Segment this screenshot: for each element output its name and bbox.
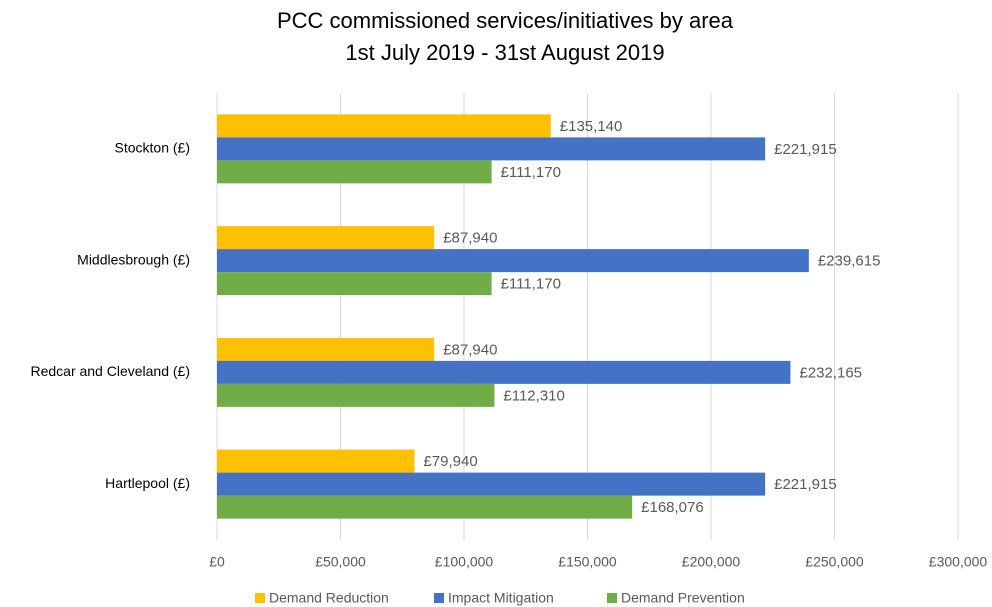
bar	[217, 226, 435, 250]
x-tick-label: £0	[209, 554, 225, 570]
chart-title: PCC commissioned services/initiatives by…	[277, 8, 734, 33]
x-tick-label: £150,000	[558, 554, 617, 570]
bar	[217, 383, 495, 407]
bar	[217, 114, 551, 138]
value-label: £112,310	[503, 387, 564, 404]
value-label: £232,165	[799, 364, 862, 381]
bar	[217, 449, 415, 473]
x-tick-label: £100,000	[435, 554, 494, 570]
y-tick-label: Stockton (£)	[115, 140, 190, 156]
bar	[217, 249, 809, 273]
bar	[217, 337, 435, 361]
x-tick-label: £200,000	[682, 554, 741, 570]
value-label: £111,170	[501, 276, 561, 293]
x-tick-label: £300,000	[929, 554, 988, 570]
legend-swatch	[607, 593, 617, 603]
value-label: £221,915	[774, 141, 837, 158]
bar	[217, 495, 633, 519]
value-label: £111,170	[501, 164, 561, 181]
bar	[217, 160, 492, 184]
x-tick-label: £50,000	[315, 554, 366, 570]
x-tick-label: £250,000	[805, 554, 864, 570]
value-label: £168,076	[641, 499, 704, 516]
bar	[217, 272, 492, 296]
value-label: £79,940	[423, 453, 477, 470]
value-label: £239,615	[818, 253, 881, 270]
legend-swatch	[434, 593, 444, 603]
bar	[217, 137, 766, 161]
y-tick-label: Middlesbrough (£)	[77, 251, 190, 267]
value-label: £135,140	[560, 118, 623, 135]
legend-label: Demand Reduction	[269, 590, 389, 606]
legend-swatch	[255, 593, 265, 603]
value-label: £221,915	[774, 476, 837, 493]
y-tick-label: Redcar and Cleveland (£)	[30, 363, 190, 379]
legend-label: Impact Mitigation	[448, 590, 554, 606]
value-label: £87,940	[443, 341, 497, 358]
legend-label: Demand Prevention	[621, 590, 745, 606]
value-label: £87,940	[443, 230, 497, 247]
chart-title: 1st July 2019 - 31st August 2019	[345, 40, 664, 65]
y-tick-label: Hartlepool (£)	[105, 475, 190, 491]
bar	[217, 360, 791, 384]
bar	[217, 472, 766, 496]
